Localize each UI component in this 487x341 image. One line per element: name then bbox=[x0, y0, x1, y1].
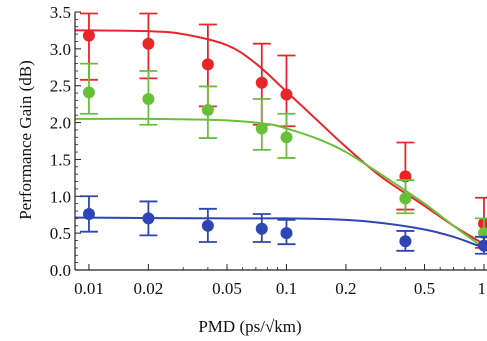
data-point bbox=[201, 219, 214, 232]
y-axis-label: Performance Gain (dB) bbox=[16, 60, 35, 220]
data-point bbox=[399, 192, 412, 205]
data-point bbox=[201, 104, 214, 117]
y-tick-label: 2.0 bbox=[50, 114, 71, 133]
fit-line bbox=[75, 29, 485, 246]
x-tick-label: 1 bbox=[478, 279, 487, 298]
x-tick-label: 0.02 bbox=[134, 279, 164, 298]
series-2 bbox=[75, 195, 487, 255]
plot-area bbox=[75, 12, 487, 255]
data-point bbox=[280, 227, 293, 240]
axes: 0.0 0.5 1.0 1.5 2.0 2.5 3.0 3.5 0.01 0.02 0.05 0.1 0… bbox=[50, 3, 487, 298]
y-tick-label: 2.5 bbox=[50, 77, 71, 96]
data-point bbox=[201, 58, 214, 71]
y-tick-label: 3.5 bbox=[50, 3, 71, 22]
series-1 bbox=[75, 62, 487, 249]
fit-line bbox=[75, 117, 485, 249]
data-point bbox=[478, 239, 487, 252]
x-tick-label: 0.1 bbox=[276, 279, 297, 298]
data-point bbox=[142, 37, 155, 50]
data-point bbox=[82, 207, 95, 220]
y-tick-label: 0.5 bbox=[50, 224, 71, 243]
y-tick-label: 1.5 bbox=[50, 150, 71, 169]
x-tick-label: 0.2 bbox=[335, 279, 356, 298]
data-point bbox=[255, 76, 268, 89]
data-point bbox=[82, 86, 95, 99]
x-tick-label: 0.5 bbox=[414, 279, 435, 298]
x-axis-label: PMD (ps/√km) bbox=[198, 317, 301, 336]
data-point bbox=[280, 131, 293, 144]
y-tick-label: 0.0 bbox=[50, 261, 71, 280]
data-point bbox=[255, 222, 268, 235]
data-point bbox=[280, 88, 293, 101]
data-point bbox=[142, 92, 155, 105]
data-point bbox=[399, 235, 412, 248]
series-0 bbox=[75, 12, 487, 249]
data-point bbox=[82, 29, 95, 42]
x-tick-label: 0.01 bbox=[74, 279, 104, 298]
y-tick-label: 3.0 bbox=[50, 40, 71, 59]
fit-line bbox=[75, 216, 485, 249]
data-point bbox=[142, 212, 155, 225]
data-point bbox=[255, 122, 268, 135]
y-tick-label: 1.0 bbox=[50, 187, 71, 206]
x-tick-label: 0.05 bbox=[212, 279, 242, 298]
